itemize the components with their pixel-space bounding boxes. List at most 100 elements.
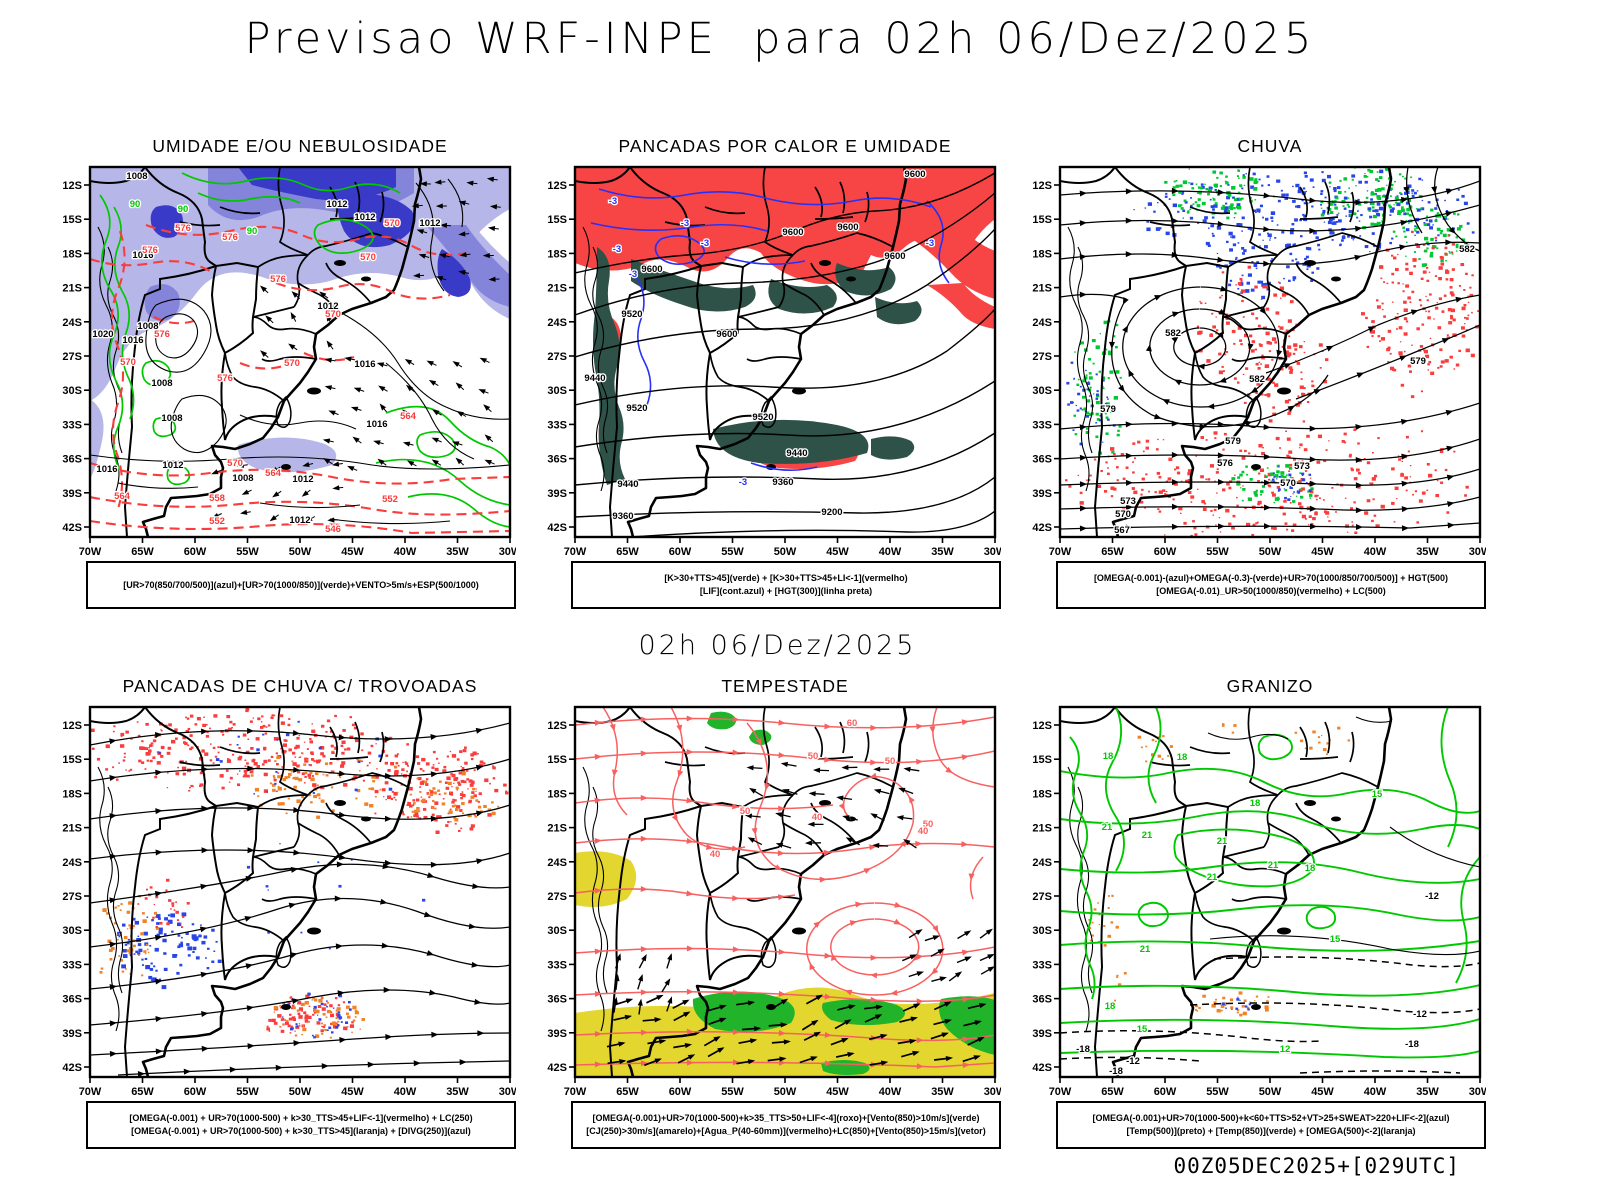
svg-text:1020: 1020: [92, 329, 113, 340]
axis-and-contour-labels: 12S 15S 18S 21S 24S 27S 30S 33S 36S 39S 42S 70W 65W 6…: [62, 170, 516, 558]
svg-text:50W: 50W: [1259, 1086, 1282, 1098]
svg-text:21: 21: [1142, 830, 1153, 841]
svg-text:-3: -3: [629, 269, 637, 280]
panel-legend: [K>30+TTS>45](verde) + [K>30+TTS>45+LI<-…: [571, 561, 1001, 609]
upper-streamlines: [90, 722, 510, 1077]
svg-text:9360: 9360: [612, 511, 633, 522]
svg-text:27S: 27S: [62, 891, 82, 903]
svg-text:42S: 42S: [547, 1062, 567, 1074]
svg-text:1008: 1008: [137, 321, 158, 332]
svg-text:-3: -3: [739, 477, 747, 488]
svg-text:30W: 30W: [499, 546, 516, 558]
svg-text:24S: 24S: [1032, 857, 1052, 869]
valid-time-label: 02h 06/Dez/2025: [638, 630, 917, 661]
svg-text:12S: 12S: [62, 720, 82, 732]
svg-text:45W: 45W: [1311, 546, 1334, 558]
svg-text:30W: 30W: [984, 546, 1001, 558]
legend-line: [OMEGA(-0.001) + UR>70(1000-500) + k>30_…: [129, 1113, 473, 1123]
panel-legend: [OMEGA(-0.001)+UR>70(1000-500)+k<60+TTS>…: [1056, 1101, 1486, 1149]
svg-text:40W: 40W: [394, 1086, 417, 1098]
svg-text:30S: 30S: [62, 925, 82, 937]
svg-text:36S: 36S: [1032, 994, 1052, 1006]
svg-text:50: 50: [923, 819, 934, 830]
wind-vectors: [211, 176, 501, 523]
svg-text:570: 570: [1115, 509, 1131, 520]
svg-text:21S: 21S: [62, 283, 82, 295]
svg-text:15S: 15S: [62, 754, 82, 766]
svg-text:33S: 33S: [62, 959, 82, 971]
panel-umidade: UMIDADE E/OU NEBULOSIDADE: [56, 133, 516, 609]
svg-text:27S: 27S: [1032, 891, 1052, 903]
svg-text:9200: 9200: [821, 507, 842, 518]
svg-text:18S: 18S: [547, 248, 567, 260]
svg-text:1008: 1008: [232, 473, 253, 484]
svg-text:33S: 33S: [1032, 959, 1052, 971]
low-level-streamlines: [575, 707, 995, 1070]
svg-text:567: 567: [1114, 525, 1130, 536]
svg-text:39S: 39S: [62, 1028, 82, 1040]
map-trovoadas: 12S 15S 18S 21S 24S 27S 30S 33S 36S 39S 42S 70W 65W 6…: [62, 705, 516, 1098]
svg-text:18: 18: [1305, 863, 1316, 874]
svg-text:582: 582: [1165, 328, 1181, 339]
svg-text:30W: 30W: [1469, 1086, 1486, 1098]
svg-text:65W: 65W: [616, 1086, 639, 1098]
svg-text:576: 576: [142, 245, 158, 256]
svg-text:42S: 42S: [62, 522, 82, 534]
height-streamlines: [1060, 167, 1480, 532]
map-umidade: 12S 15S 18S 21S 24S 27S 30S 33S 36S 39S 42S 70W 65W 6…: [62, 165, 516, 558]
svg-text:1012: 1012: [326, 199, 347, 210]
svg-text:40W: 40W: [879, 546, 902, 558]
svg-text:9600: 9600: [904, 169, 925, 180]
svg-text:40: 40: [710, 849, 721, 860]
svg-text:9600: 9600: [837, 222, 858, 233]
svg-text:-12: -12: [1425, 891, 1439, 902]
legend-line: [OMEGA(-0.001)+UR>70(1000-500)+k<60+TTS>…: [1092, 1113, 1450, 1123]
svg-text:-18: -18: [1076, 1044, 1090, 1055]
svg-text:40W: 40W: [879, 1086, 902, 1098]
svg-text:30S: 30S: [1032, 925, 1052, 937]
svg-text:1016: 1016: [96, 464, 117, 475]
panel-title: PANCADAS DE CHUVA C/ TROVOADAS: [122, 676, 478, 696]
svg-text:-3: -3: [681, 218, 689, 229]
svg-text:15S: 15S: [62, 214, 82, 226]
map-granizo: 12S 15S 18S 21S 24S 27S 30S 33S 36S 39S 42S 70W 65W 6…: [1032, 705, 1486, 1098]
instability-shading: [575, 167, 995, 485]
svg-text:60W: 60W: [1154, 546, 1177, 558]
svg-text:582: 582: [1459, 244, 1475, 255]
svg-text:36S: 36S: [62, 454, 82, 466]
svg-text:65W: 65W: [1101, 546, 1124, 558]
svg-text:12S: 12S: [62, 180, 82, 192]
svg-text:30S: 30S: [547, 385, 567, 397]
svg-text:55W: 55W: [721, 1086, 744, 1098]
svg-text:42S: 42S: [547, 522, 567, 534]
panel-title: GRANIZO: [1226, 676, 1314, 696]
panel-title: CHUVA: [1237, 136, 1303, 156]
svg-text:39S: 39S: [547, 1028, 567, 1040]
svg-text:1016: 1016: [366, 419, 387, 430]
svg-text:30S: 30S: [547, 925, 567, 937]
svg-text:1008: 1008: [161, 413, 182, 424]
panel-title: TEMPESTADE: [721, 676, 849, 696]
svg-text:-3: -3: [613, 244, 621, 255]
svg-text:65W: 65W: [131, 1086, 154, 1098]
svg-text:42S: 42S: [62, 1062, 82, 1074]
svg-text:36S: 36S: [547, 454, 567, 466]
svg-text:60W: 60W: [669, 546, 692, 558]
svg-text:9600: 9600: [716, 329, 737, 340]
svg-text:582: 582: [1249, 374, 1265, 385]
svg-text:9600: 9600: [782, 227, 803, 238]
svg-text:90: 90: [178, 204, 189, 215]
panel-trovoadas: PANCADAS DE CHUVA C/ TROVOADAS: [56, 673, 516, 1149]
svg-text:1016: 1016: [354, 359, 375, 370]
svg-text:50: 50: [740, 806, 751, 817]
svg-text:21S: 21S: [547, 283, 567, 295]
svg-text:21S: 21S: [1032, 283, 1052, 295]
svg-text:576: 576: [175, 223, 191, 234]
svg-text:9440: 9440: [617, 479, 638, 490]
legend-line: [OMEGA(-0.01)_UR>50(1000/850)(vermelho) …: [1156, 586, 1386, 596]
svg-text:1008: 1008: [126, 171, 147, 182]
svg-text:15S: 15S: [547, 214, 567, 226]
svg-text:570: 570: [284, 358, 300, 369]
svg-text:35W: 35W: [446, 546, 469, 558]
panel-legend: [OMEGA(-0.001)-(azul)+OMEGA(-0.3)-(verde…: [1056, 561, 1486, 609]
